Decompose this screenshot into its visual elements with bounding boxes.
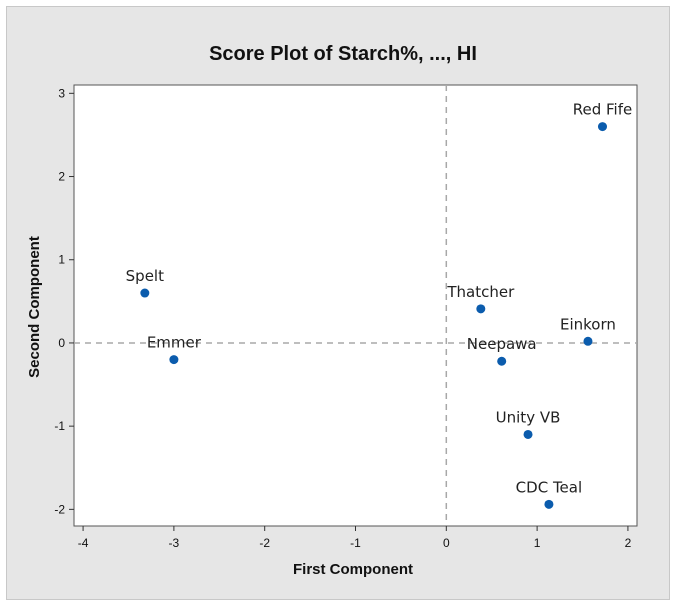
- y-axis-ticks: -2 -1 0 1 2 3: [54, 86, 74, 516]
- plot-area: [73, 84, 638, 527]
- point-label: Red Fife: [573, 101, 632, 119]
- data-points: [140, 122, 607, 509]
- data-point: [523, 429, 533, 439]
- data-point: [583, 336, 593, 346]
- x-axis-label: First Component: [293, 561, 413, 578]
- chart-title: Score Plot of Starch%, ..., HI: [209, 43, 477, 65]
- x-tick-label: -3: [169, 536, 180, 550]
- point-label: Unity VB: [496, 408, 561, 426]
- data-point: [476, 304, 486, 314]
- y-tick-label: -2: [54, 502, 65, 516]
- data-point: [169, 355, 179, 365]
- x-tick-label: -4: [78, 536, 89, 550]
- data-point: [140, 288, 150, 298]
- point-label: Einkorn: [560, 315, 616, 333]
- x-axis-ticks: -4 -3 -2 -1 0 1 2: [78, 526, 632, 550]
- data-point: [497, 356, 507, 366]
- chart-frame: Score Plot of Starch%, ..., HI -4 -3 -2 -1 0…: [6, 6, 670, 600]
- x-tick-label: 1: [534, 536, 541, 550]
- y-axis-label: Second Component: [26, 236, 43, 378]
- y-tick-label: 3: [58, 86, 65, 100]
- x-tick-label: 2: [625, 536, 632, 550]
- score-plot: Score Plot of Starch%, ..., HI -4 -3 -2 -1 0…: [26, 43, 638, 578]
- x-tick-label: -1: [350, 536, 361, 550]
- y-tick-label: -1: [54, 419, 65, 433]
- point-label: Thatcher: [446, 283, 515, 301]
- point-label: CDC Teal: [516, 478, 582, 496]
- y-tick-label: 2: [58, 170, 65, 184]
- y-tick-label: 1: [58, 253, 65, 267]
- x-tick-label: -2: [259, 536, 270, 550]
- point-label: Neepawa: [467, 335, 537, 353]
- data-point: [597, 122, 607, 132]
- y-tick-label: 0: [58, 336, 65, 350]
- reference-lines: [74, 85, 637, 526]
- data-point: [544, 499, 554, 509]
- point-label: Emmer: [147, 334, 202, 352]
- x-tick-label: 0: [443, 536, 450, 550]
- point-label: Spelt: [126, 267, 164, 285]
- point-labels: Red Fife Spelt Thatcher Einkorn Emmer Neepawa…: [126, 101, 633, 497]
